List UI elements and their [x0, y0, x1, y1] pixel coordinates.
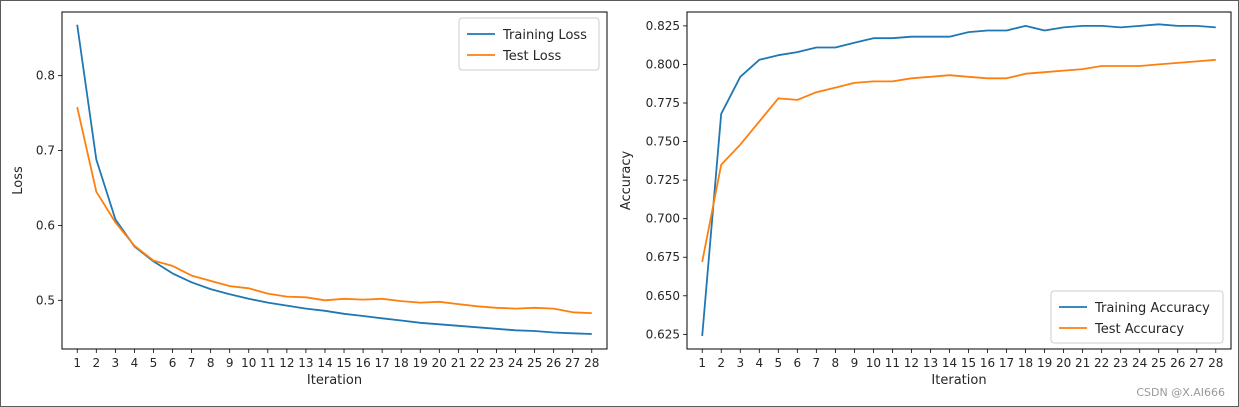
- y-tick-label: 0.6: [36, 218, 55, 232]
- y-tick-label: 0.825: [646, 19, 680, 33]
- x-tick-label: 17: [999, 356, 1014, 370]
- x-tick-label: 8: [832, 356, 840, 370]
- x-tick-label: 10: [241, 356, 256, 370]
- y-tick-label: 0.800: [646, 57, 680, 71]
- y-tick-label: 0.5: [36, 293, 55, 307]
- x-tick-label: 17: [374, 356, 389, 370]
- x-tick-label: 26: [546, 356, 561, 370]
- x-tick-label: 7: [813, 356, 821, 370]
- legend-label-test-accuracy: Test Accuracy: [1094, 322, 1184, 337]
- x-tick-label: 9: [851, 356, 859, 370]
- x-tick-label: 19: [413, 356, 428, 370]
- x-tick-label: 19: [1037, 356, 1052, 370]
- x-tick-label: 25: [1151, 356, 1166, 370]
- x-tick-label: 11: [885, 356, 900, 370]
- x-tick-label: 5: [150, 356, 158, 370]
- x-tick-label: 5: [774, 356, 782, 370]
- y-tick-label: 0.775: [646, 96, 680, 110]
- series-line-training-accuracy: [701, 23, 1216, 336]
- legend-label-training-accuracy: Training Accuracy: [1094, 301, 1210, 316]
- x-axis-label: Iteration: [931, 373, 986, 388]
- x-axis-label: Iteration: [307, 373, 362, 388]
- x-tick-label: 22: [470, 356, 485, 370]
- plot-area-frame: [61, 11, 608, 350]
- series-line-training-loss: [76, 24, 592, 335]
- x-tick-label: 15: [336, 356, 351, 370]
- y-tick-label: 0.750: [646, 135, 680, 149]
- y-tick-label: 0.7: [36, 144, 55, 158]
- x-tick-label: 20: [1056, 356, 1071, 370]
- x-tick-label: 20: [432, 356, 447, 370]
- x-tick-label: 22: [1094, 356, 1109, 370]
- y-axis-label: Loss: [11, 166, 26, 195]
- x-tick-label: 15: [961, 356, 976, 370]
- x-tick-label: 1: [698, 356, 706, 370]
- legend: Training Loss Test Loss: [458, 17, 600, 71]
- y-axis-label: Accuracy: [619, 151, 634, 211]
- x-tick-label: 11: [260, 356, 275, 370]
- x-tick-label: 3: [736, 356, 744, 370]
- x-tick-label: 12: [279, 356, 294, 370]
- x-tick-label: 28: [1208, 356, 1223, 370]
- x-tick-label: 3: [112, 356, 120, 370]
- x-tick-label: 18: [1018, 356, 1033, 370]
- legend-box: [458, 17, 600, 71]
- legend-box: [1050, 290, 1224, 344]
- x-tick-label: 12: [904, 356, 919, 370]
- y-tick-label: 0.700: [646, 212, 680, 226]
- x-tick-label: 18: [394, 356, 409, 370]
- y-tick-label: 0.8: [36, 69, 55, 83]
- x-tick-label: 7: [188, 356, 196, 370]
- legend-label-test-loss: Test Loss: [502, 49, 561, 64]
- y-tick-label: 0.650: [646, 289, 680, 303]
- loss-chart: 1 2 3 4 5 6 7 8 9 10 11 12 13 14 15 16 17 18 19 20 21 22 23 24 2…: [11, 11, 608, 388]
- watermark-text: CSDN @X.AI666: [1136, 386, 1225, 399]
- y-tick-label: 0.625: [646, 327, 680, 341]
- series-line-test-accuracy: [701, 58, 1216, 263]
- x-tick-label: 26: [1170, 356, 1185, 370]
- legend: Training Accuracy Test Accuracy: [1050, 290, 1224, 344]
- x-tick-label: 4: [131, 356, 139, 370]
- legend-label-training-loss: Training Loss: [502, 28, 587, 43]
- x-tick-label: 21: [1075, 356, 1090, 370]
- x-tick-label: 28: [584, 356, 599, 370]
- x-tick-label: 16: [355, 356, 370, 370]
- x-tick-label: 2: [717, 356, 725, 370]
- x-tick-label: 10: [866, 356, 881, 370]
- accuracy-chart: 1 2 3 4 5 6 7 8 9 10 11 12 13 14 15 16 17 18 19 20 21 22 23 24 2…: [619, 11, 1232, 388]
- x-tick-label: 21: [451, 356, 466, 370]
- x-tick-label: 27: [1189, 356, 1204, 370]
- x-tick-label: 9: [226, 356, 234, 370]
- series-line-test-loss: [76, 106, 592, 314]
- x-tick-label: 25: [527, 356, 542, 370]
- x-tick-label: 27: [565, 356, 580, 370]
- x-tick-label: 2: [92, 356, 100, 370]
- x-tick-label: 24: [508, 356, 523, 370]
- x-tick-label: 23: [1113, 356, 1128, 370]
- x-tick-label: 1: [73, 356, 81, 370]
- x-tick-label: 6: [794, 356, 802, 370]
- y-tick-label: 0.675: [646, 250, 680, 264]
- x-tick-label: 13: [923, 356, 938, 370]
- x-tick-label: 13: [298, 356, 313, 370]
- x-tick-label: 8: [207, 356, 215, 370]
- x-tick-label: 14: [317, 356, 332, 370]
- y-tick-label: 0.725: [646, 173, 680, 187]
- x-tick-label: 24: [1132, 356, 1147, 370]
- x-tick-label: 6: [169, 356, 177, 370]
- x-tick-label: 14: [942, 356, 957, 370]
- x-tick-label: 16: [980, 356, 995, 370]
- x-tick-label: 23: [489, 356, 504, 370]
- x-tick-label: 4: [755, 356, 763, 370]
